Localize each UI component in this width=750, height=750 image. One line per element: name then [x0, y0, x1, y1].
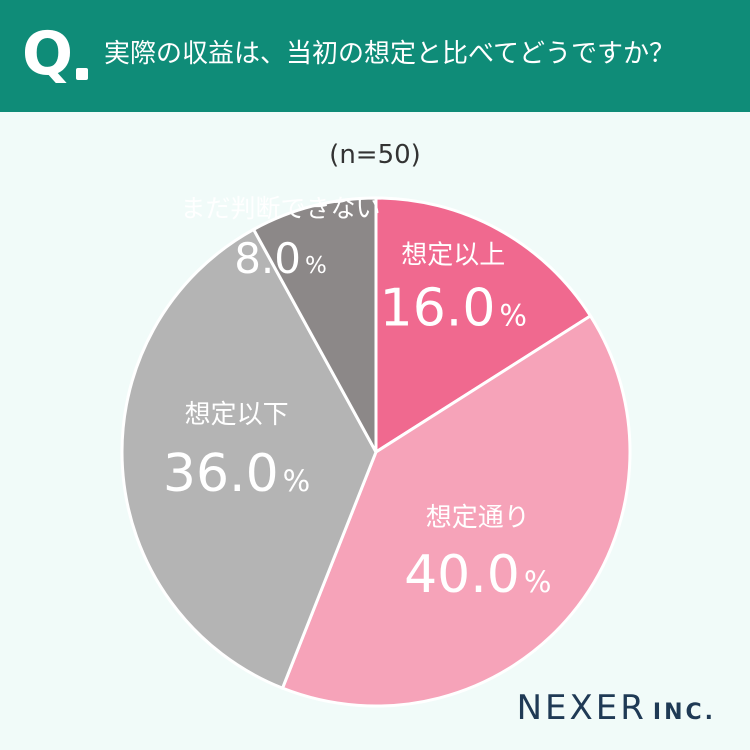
slice-label-2: 想定通り — [426, 503, 530, 533]
question-text: 実際の収益は、当初の想定と比べてどうですか？ — [104, 39, 675, 69]
sample-size: (n=50) — [329, 140, 421, 170]
pie-slice-4 — [251, 196, 378, 453]
pie-slice-3 — [120, 227, 378, 691]
logo-suffix: INC. — [652, 700, 716, 725]
slice-value-2: 40.0% — [404, 545, 551, 605]
nexer-logo: NEXER INC. — [517, 688, 716, 728]
pie-slice-1 — [374, 196, 593, 455]
slice-value-3: 36.0% — [163, 444, 310, 504]
slice-label-1: 想定以上 — [401, 241, 505, 271]
logo-main: NEXER — [516, 688, 647, 728]
slice-label-3: 想定以下 — [185, 400, 289, 430]
pie-slice-2 — [280, 313, 632, 708]
q-mark: Q — [22, 19, 74, 89]
q-dot-icon — [76, 68, 88, 80]
slice-label-4: まだ判断できない — [181, 194, 381, 223]
slice-value-4: 8.0% — [234, 234, 327, 283]
question-header: Q 実際の収益は、当初の想定と比べてどうですか？ — [0, 0, 750, 112]
slice-value-1: 16.0% — [380, 279, 527, 339]
